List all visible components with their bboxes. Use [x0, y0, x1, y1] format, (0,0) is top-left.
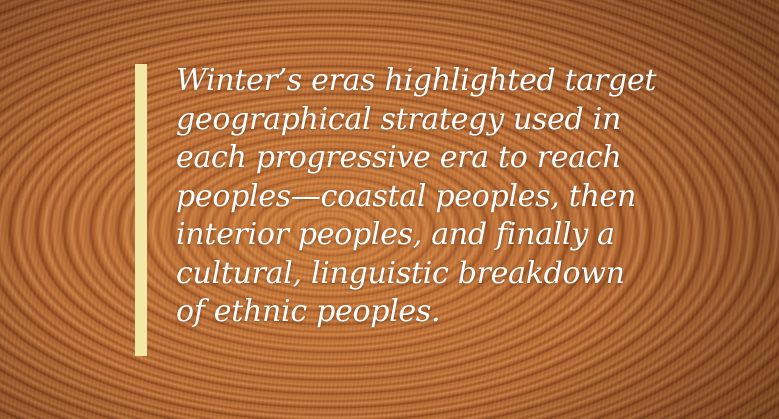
- quote-line: interior peoples, and finally a: [176, 216, 656, 255]
- quote-line: geographical strategy used in: [176, 101, 656, 140]
- quote-line: cultural, linguistic breakdown: [176, 255, 656, 294]
- quote-line: peoples—coastal peoples, then: [176, 178, 656, 217]
- accent-bar: [135, 64, 147, 356]
- quote-line: of ethnic peoples.: [176, 293, 656, 332]
- quote-line: Winter’s eras highlighted target: [176, 62, 656, 101]
- pull-quote-card: Winter’s eras highlighted targetgeograph…: [0, 0, 779, 419]
- quote-line: each progressive era to reach: [176, 139, 656, 178]
